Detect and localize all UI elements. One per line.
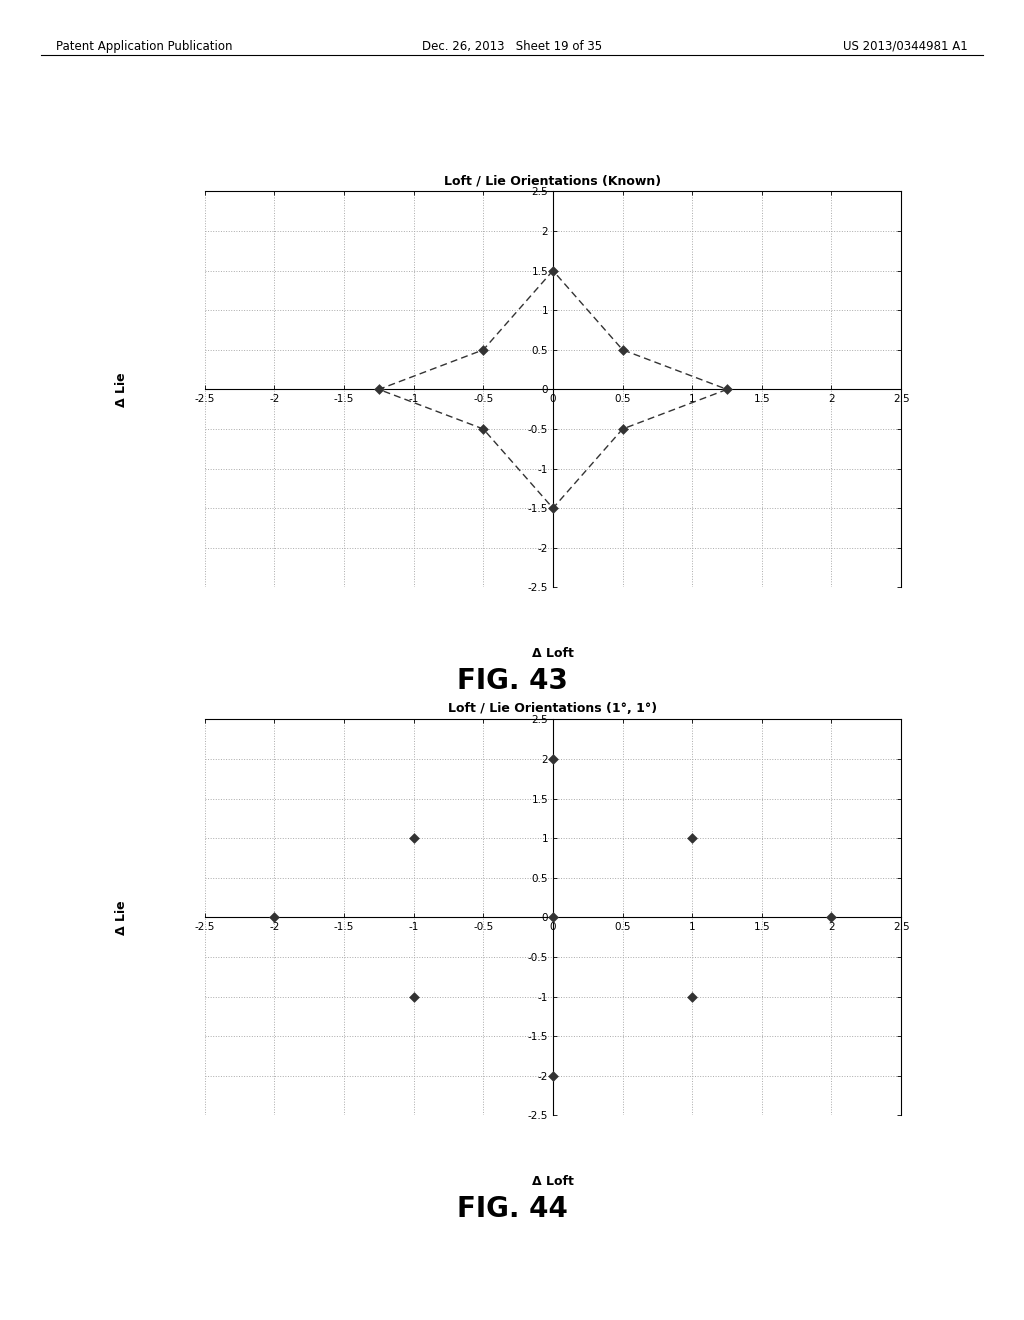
Point <box>684 986 700 1007</box>
Text: Δ Lie: Δ Lie <box>115 372 128 407</box>
Text: Δ Loft: Δ Loft <box>532 1175 573 1188</box>
Point <box>719 379 735 400</box>
Point <box>266 907 283 928</box>
Text: FIG. 43: FIG. 43 <box>457 667 567 694</box>
Point <box>684 828 700 849</box>
Point <box>823 907 840 928</box>
Title: Loft / Lie Orientations (1°, 1°): Loft / Lie Orientations (1°, 1°) <box>449 702 657 715</box>
Text: FIG. 44: FIG. 44 <box>457 1195 567 1222</box>
Point <box>545 907 561 928</box>
Point <box>545 1065 561 1086</box>
Point <box>545 748 561 770</box>
Point <box>406 986 422 1007</box>
Point <box>545 498 561 519</box>
Text: Δ Lie: Δ Lie <box>115 900 128 935</box>
Point <box>545 260 561 281</box>
Point <box>614 339 631 360</box>
Text: Patent Application Publication: Patent Application Publication <box>56 40 232 53</box>
Text: Δ Loft: Δ Loft <box>532 647 573 660</box>
Point <box>371 379 387 400</box>
Point <box>475 418 492 440</box>
Point <box>406 828 422 849</box>
Title: Loft / Lie Orientations (Known): Loft / Lie Orientations (Known) <box>444 174 662 187</box>
Text: Dec. 26, 2013   Sheet 19 of 35: Dec. 26, 2013 Sheet 19 of 35 <box>422 40 602 53</box>
Point <box>475 339 492 360</box>
Point <box>614 418 631 440</box>
Text: US 2013/0344981 A1: US 2013/0344981 A1 <box>843 40 968 53</box>
